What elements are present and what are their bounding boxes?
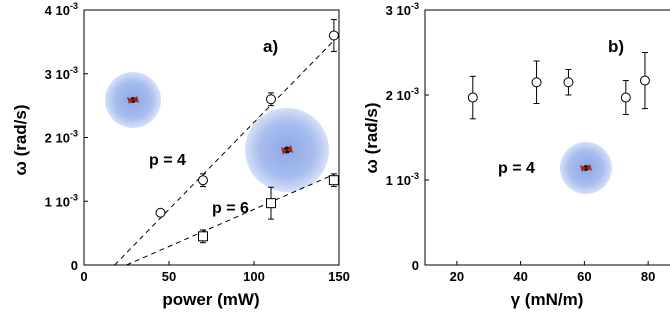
data-point-square <box>266 198 276 209</box>
data-point-circle <box>467 92 478 103</box>
data-point-circle <box>639 75 650 86</box>
y-tick-label-a: 1 10-3 <box>45 192 78 209</box>
inset-vortex-p6 <box>245 108 329 192</box>
y-tick-label-a: 2 10-3 <box>45 129 78 146</box>
x-tick-label-b: 20 <box>450 269 464 284</box>
y-axis-label-b: ω (rad/s) <box>362 102 381 173</box>
data-point-circle <box>531 77 542 88</box>
y-tick-label-a: 3 10-3 <box>45 65 78 82</box>
data-point-circle <box>620 92 631 103</box>
x-tick-label-a: 0 <box>80 269 87 284</box>
x-tick-label-a: 50 <box>162 269 176 284</box>
label-p6: p = 6 <box>212 200 249 217</box>
panel-label-a: a) <box>263 37 278 56</box>
data-point-circle <box>266 94 276 105</box>
fit-line-a-0 <box>114 40 335 266</box>
y-tick-label-a: 4 10-3 <box>45 1 78 18</box>
inset-vortex-b <box>560 142 612 194</box>
chart-a: a) p = 4 p = 6 power (mW) ω (rad/s) 0 50 1… <box>11 1 350 309</box>
data-point-square <box>328 175 339 186</box>
x-tick-label-b: 40 <box>513 269 527 284</box>
x-axis-label-a: power (mW) <box>162 290 259 309</box>
x-tick-label-a: 100 <box>243 269 265 284</box>
y-tick-label-a: 0 <box>71 258 78 273</box>
y-tick-label-b: 1 10-3 <box>386 171 419 188</box>
y-tick-label-b: 0 <box>412 258 419 273</box>
chart-b: b) p = 4 γ (mN/m) ω (rad/s) 20 40 60 80 0 1 1… <box>362 1 670 309</box>
data-point-circle <box>155 207 166 218</box>
x-tick-label-b: 80 <box>641 269 655 284</box>
label-p4-b: p = 4 <box>498 160 535 177</box>
data-point-circle <box>328 30 339 41</box>
label-p4: p = 4 <box>149 152 186 169</box>
y-axis-label-a: ω (rad/s) <box>11 104 30 175</box>
inset-vortex-p4 <box>105 72 161 128</box>
y-tick-label-b: 2 10-3 <box>386 86 419 103</box>
fit-line-a-1 <box>126 174 335 266</box>
data-point-circle <box>198 175 208 186</box>
data-point-square <box>198 231 208 242</box>
data-point-circle <box>563 77 574 88</box>
x-tick-label-a: 150 <box>328 269 350 284</box>
x-axis-label-b: γ (mN/m) <box>511 290 584 309</box>
y-tick-label-b: 3 10-3 <box>386 1 419 18</box>
x-tick-label-b: 60 <box>577 269 591 284</box>
plot-frame-b <box>424 9 670 266</box>
panel-label-b: b) <box>608 37 624 56</box>
